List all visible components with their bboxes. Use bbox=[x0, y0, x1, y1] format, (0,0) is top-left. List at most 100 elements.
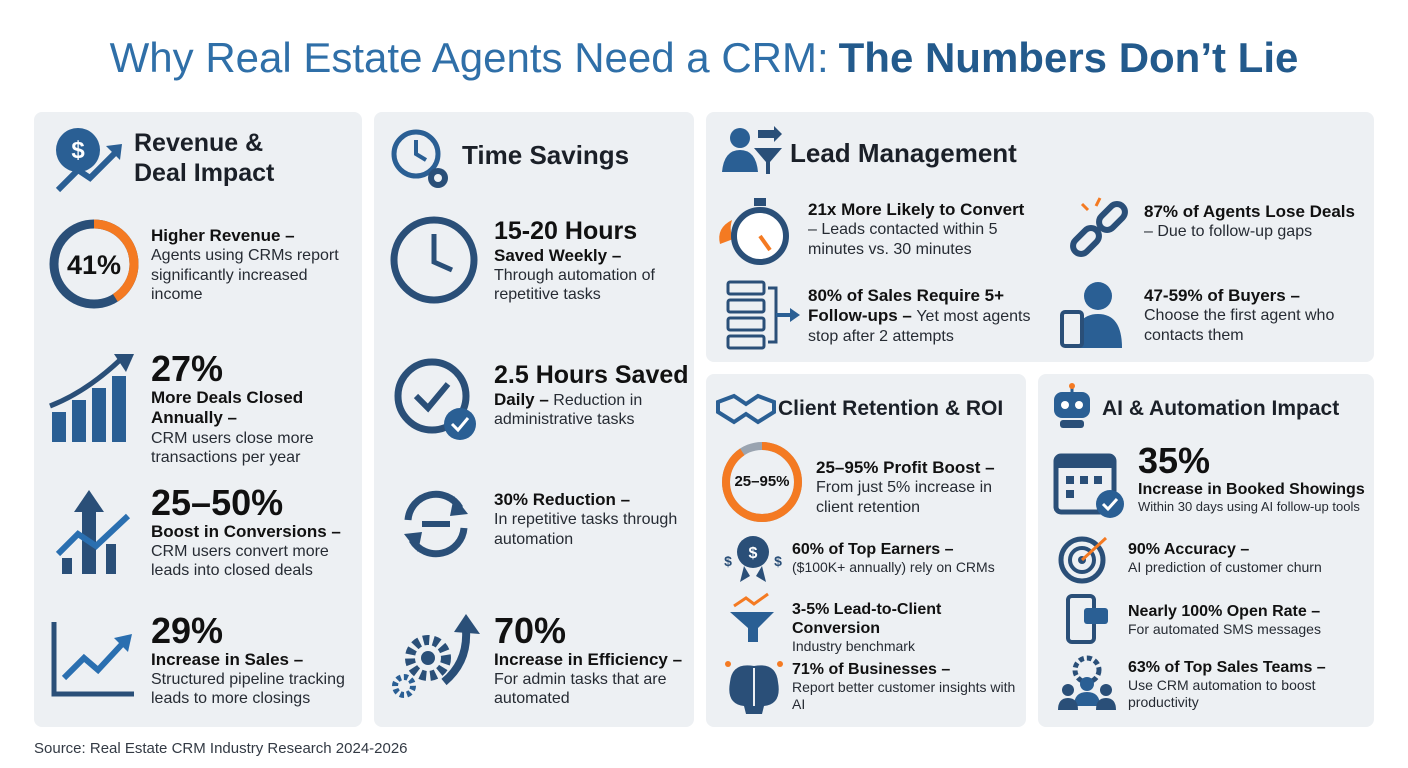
stat-item: 87% of Agents Lose Deals – Due to follow-… bbox=[1144, 202, 1369, 242]
panel: Lead Management 21x More Likely to Conve… bbox=[706, 112, 1374, 362]
icon-part bbox=[450, 417, 470, 433]
stat-headline: Higher Revenue – bbox=[151, 226, 295, 245]
icon bbox=[1058, 655, 1116, 710]
icon-part bbox=[55, 149, 119, 193]
icon bbox=[1066, 594, 1108, 644]
stat-headline: 90% Accuracy – bbox=[1128, 541, 1250, 558]
stat-text: Through automation of repetitive tasks bbox=[494, 266, 655, 304]
stat-headline: Daily – bbox=[494, 389, 549, 409]
icon-part bbox=[441, 629, 471, 686]
stat-headline: 60% of Top Earners – bbox=[792, 541, 954, 558]
icon-part bbox=[1096, 698, 1116, 710]
stat-text: Structured pipeline tracking leads to mo… bbox=[151, 671, 345, 708]
icon bbox=[719, 198, 789, 265]
icon-part bbox=[1062, 684, 1074, 696]
icon-part bbox=[56, 128, 100, 172]
icon bbox=[725, 661, 783, 714]
icon bbox=[51, 622, 134, 697]
ring bbox=[722, 442, 802, 522]
icon bbox=[1058, 536, 1108, 584]
ring-label: 41% bbox=[66, 250, 122, 280]
icon bbox=[1070, 197, 1128, 257]
stat-headline: Increase in Efficiency – bbox=[494, 649, 683, 669]
icon-part bbox=[716, 393, 776, 425]
stat-headline: Increase in Booked Showings bbox=[1138, 480, 1365, 498]
stat-text: Reduction in administrative tasks bbox=[494, 391, 643, 428]
stat-item: 30% Reduction – In repetitive tasks throu… bbox=[494, 490, 689, 549]
stat-item: 3-5% Lead-to-Client Conversion Industry b… bbox=[792, 600, 1022, 655]
icon-part bbox=[405, 635, 451, 681]
panel: $ Revenue & Deal Impact 41% Higher Reven… bbox=[34, 112, 362, 727]
stat-headline: 47-59% of Buyers – bbox=[1144, 286, 1300, 305]
icon-part bbox=[1054, 392, 1090, 418]
stat-text: Industry benchmark bbox=[792, 638, 915, 655]
icon-part bbox=[55, 513, 131, 557]
panel-title: AI & Automation Impact bbox=[1102, 397, 1340, 420]
stat-item: 25–50% Boost in Conversions – CRM users co… bbox=[151, 484, 356, 581]
icon-part bbox=[1094, 197, 1102, 207]
icon-part bbox=[74, 490, 104, 512]
icon-part bbox=[1080, 677, 1094, 691]
icon-part bbox=[1070, 225, 1102, 257]
icon-part bbox=[114, 354, 134, 372]
icon-part bbox=[1061, 401, 1069, 409]
icon bbox=[392, 614, 480, 698]
icon-part bbox=[777, 661, 783, 667]
stat-item: 27% More Deals Closed Annually – CRM users… bbox=[151, 350, 356, 467]
stat-headline: Boost in Conversions – bbox=[151, 521, 341, 541]
stat-text: CRM users close more transactions per ye… bbox=[151, 429, 314, 466]
icon-part bbox=[722, 442, 802, 522]
stat-headline: More Deals Closed Annually – bbox=[151, 387, 304, 428]
icon bbox=[716, 393, 776, 425]
icon: $ bbox=[55, 128, 122, 193]
panel-title: Lead Management bbox=[790, 138, 1017, 168]
icon-part bbox=[758, 234, 772, 252]
panel: AI & Automation Impact 35% Increase in Bo… bbox=[1038, 374, 1374, 727]
icon-part bbox=[454, 614, 480, 634]
icon-part bbox=[72, 400, 86, 442]
icon-part bbox=[1058, 698, 1078, 710]
icon bbox=[1060, 282, 1122, 348]
icon-part bbox=[52, 412, 66, 442]
icon-part bbox=[768, 286, 778, 344]
icon-part bbox=[394, 358, 470, 434]
panel-title: Client Retention & ROI bbox=[778, 397, 1004, 420]
icon-part bbox=[1075, 401, 1083, 409]
icon-part bbox=[726, 280, 766, 296]
stat-number: 25–50% bbox=[151, 482, 284, 523]
icon-part bbox=[1074, 692, 1100, 706]
source-note: Source: Real Estate CRM Industry Researc… bbox=[34, 740, 408, 757]
icon-part bbox=[1066, 490, 1074, 498]
icon-part bbox=[1068, 546, 1096, 574]
stat-item: 29% Increase in Sales – Structured pipelin… bbox=[151, 612, 356, 709]
icon-part bbox=[413, 382, 451, 413]
stat-item: 60% of Top Earners – ($100K+ annually) re… bbox=[792, 540, 1022, 576]
icon bbox=[394, 358, 476, 440]
icon: $ $ $ bbox=[724, 536, 782, 582]
stat-number: 35% bbox=[1138, 440, 1211, 481]
icon-part bbox=[1060, 310, 1084, 348]
icon-part bbox=[49, 219, 139, 309]
icon-part bbox=[1096, 201, 1128, 233]
icon-part bbox=[404, 532, 422, 552]
stat-headline: Saved Weekly – bbox=[494, 245, 622, 265]
icon bbox=[55, 490, 131, 574]
stat-number: 15-20 Hours bbox=[494, 217, 638, 245]
icon-part bbox=[726, 316, 766, 332]
stat-item: 71% of Businesses – Report better custome… bbox=[792, 660, 1022, 713]
panel-title: Time Savings bbox=[462, 140, 630, 170]
icon-part bbox=[1056, 456, 1114, 468]
stat-headline: 30% Reduction – bbox=[494, 490, 631, 509]
icon-part bbox=[61, 639, 127, 681]
stat-headline: Increase in Sales – bbox=[151, 649, 304, 669]
icon-part: $ bbox=[774, 553, 782, 569]
stat-text: In repetitive tasks through automation bbox=[494, 511, 678, 548]
icon-part bbox=[434, 174, 442, 182]
stat-headline: 87% of Agents Lose Deals bbox=[1144, 202, 1355, 221]
stat-item: 2.5 Hours Saved Daily – Reduction in admi… bbox=[494, 361, 689, 429]
icon-part bbox=[726, 334, 766, 350]
icon-part bbox=[1069, 383, 1075, 389]
icon-part bbox=[1080, 202, 1090, 212]
icon bbox=[1053, 453, 1124, 518]
icon-part bbox=[730, 612, 774, 642]
